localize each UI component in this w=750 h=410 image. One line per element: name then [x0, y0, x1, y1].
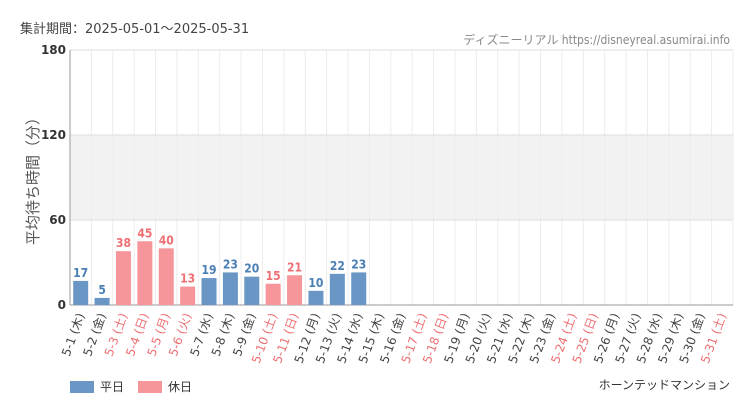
legend-holiday-swatch [138, 380, 163, 393]
bar-value-label: 20 [244, 262, 259, 276]
bar [137, 241, 153, 305]
aggregation-period: 集計期間：2025-05-01～2025-05-31 [20, 22, 250, 37]
bar [73, 280, 89, 305]
attraction-name: ホーンテッドマンション [598, 378, 730, 392]
y-tick-label: 120 [41, 128, 66, 142]
bar [94, 297, 110, 305]
bar [287, 275, 303, 305]
bar-value-label: 22 [330, 259, 345, 273]
bar [308, 290, 324, 305]
grid-band [70, 135, 733, 220]
bar-value-label: 5 [98, 283, 106, 297]
bar-value-label: 13 [180, 272, 195, 286]
bar-value-label: 15 [266, 269, 281, 283]
bar [329, 273, 345, 305]
y-axis-title: 平均待ち時間（分） [24, 110, 42, 245]
y-tick-label: 60 [49, 213, 66, 227]
legend-weekday-label: 平日 [100, 380, 125, 394]
bar [351, 272, 367, 305]
bar [115, 251, 131, 305]
legend-holiday-label: 休日 [168, 380, 193, 394]
bar-value-label: 17 [73, 266, 88, 280]
legend-weekday-swatch [70, 380, 94, 393]
bar [265, 283, 281, 305]
bar [201, 278, 217, 305]
y-tick-label: 180 [41, 43, 66, 57]
bar [158, 248, 174, 305]
bar [180, 286, 196, 305]
source-credit: ディズニーリアル https://disneyreal.asumirai.inf… [463, 33, 730, 47]
y-tick-label: 0 [58, 298, 66, 312]
bar-value-label: 19 [202, 263, 217, 277]
chart-legend: 平日 休日 [70, 378, 206, 395]
bar-value-label: 40 [159, 233, 174, 247]
bar-value-label: 10 [308, 276, 323, 290]
bar [222, 272, 238, 305]
bar-value-label: 45 [137, 226, 152, 240]
bar-value-label: 23 [351, 257, 366, 271]
bar [244, 276, 260, 305]
legend-weekday: 平日 [70, 378, 124, 395]
bar-value-label: 38 [116, 236, 131, 250]
bar-value-label: 21 [287, 260, 302, 274]
bar-value-label: 23 [223, 257, 238, 271]
legend-holiday: 休日 [138, 378, 192, 395]
